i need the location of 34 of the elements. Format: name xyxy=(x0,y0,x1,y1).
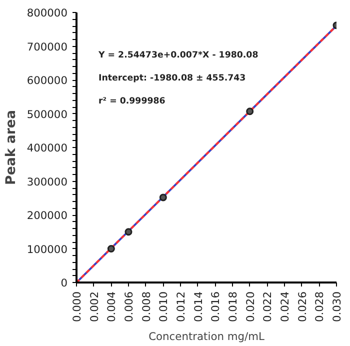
y-tick-label: 600000 xyxy=(26,74,68,87)
y-tick-label: 200000 xyxy=(26,209,68,222)
y-axis-title: Peak area xyxy=(4,110,19,185)
x-tick-label: 0.026 xyxy=(296,291,309,322)
y-tick-label: 400000 xyxy=(26,142,68,154)
x-axis-title: Concentration mg/mL xyxy=(148,330,264,344)
x-tick-label: 0.014 xyxy=(192,291,205,322)
y-tick-label: 100000 xyxy=(26,242,68,256)
x-tick-label: 0.012 xyxy=(174,291,188,322)
point xyxy=(159,194,167,202)
x-tick-label: 0.028 xyxy=(313,291,326,322)
annotation: Y = 2.54473e+0.007*X - 1980.08 xyxy=(98,50,258,60)
point xyxy=(246,108,254,116)
x-tick-label: 0.010 xyxy=(157,291,170,322)
x-tick-label: 0.004 xyxy=(105,291,118,322)
x-tick-label: 0.006 xyxy=(122,291,136,322)
annotation: Intercept: -1980.08 ± 455.743 xyxy=(98,74,246,84)
y-tick-label: 300000 xyxy=(26,175,68,188)
y-tick-label: 700000 xyxy=(26,40,68,54)
x-tick-label: 0.024 xyxy=(278,291,292,322)
x-tick-label: 0.008 xyxy=(140,291,153,322)
x-tick-label: 0.018 xyxy=(226,291,240,322)
x-tick-label: 0.002 xyxy=(88,291,101,322)
x-tick-label: 0.020 xyxy=(244,291,257,322)
annotation: r² = 0.999986 xyxy=(98,96,166,106)
y-tick-label: 0 xyxy=(60,276,68,290)
x-tick-label: 0.030 xyxy=(330,291,344,322)
y-tick-label: 500000 xyxy=(26,108,68,121)
point xyxy=(124,228,132,236)
x-tick-label: 0.016 xyxy=(209,291,222,322)
y-tick-label: 800000 xyxy=(26,6,68,20)
x-tick-label: 0.000 xyxy=(70,291,84,322)
x-tick-label: 0.022 xyxy=(261,291,274,322)
point xyxy=(107,245,115,252)
